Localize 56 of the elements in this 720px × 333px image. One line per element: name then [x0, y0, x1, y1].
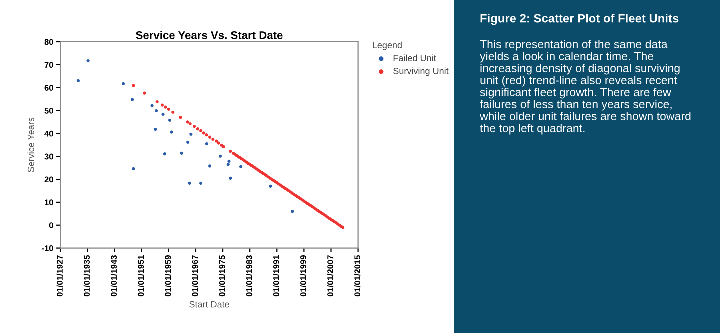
x-tick-label: 01/01/1935 — [84, 255, 90, 297]
y-axis-title: Service Years — [28, 118, 34, 172]
x-tick-label: 01/01/1983 — [246, 256, 252, 297]
y-tick-label: 60 — [44, 85, 54, 91]
point — [228, 160, 231, 163]
point — [269, 184, 272, 188]
y-tick-label: -10 — [42, 246, 54, 252]
x-axis-title: Start Date — [190, 301, 230, 308]
y-tick-label: 30 — [44, 154, 54, 160]
point — [226, 163, 230, 166]
y-tick-label: 50 — [44, 108, 54, 114]
point — [190, 132, 193, 136]
text: This representation of the same data yields a look in calendar time. The increasing density of diagonal surviving unit (red) trend-line also reveals recent significant fleet growth. There are few failures of less than ten years service, while older unit failures are shown toward the top left quadrant. — [480, 40, 691, 135]
x-tick-label: 01/01/1943 — [110, 256, 118, 297]
point — [180, 152, 184, 155]
point — [229, 176, 232, 180]
point — [205, 142, 209, 146]
x-tick-label: 01/01/1951 — [138, 255, 144, 297]
point — [218, 154, 222, 158]
x-tick-label: 01/01/1967 — [192, 256, 198, 297]
legend-title: Legend — [373, 42, 402, 50]
point — [86, 59, 90, 63]
legend-label: Surviving Unit — [394, 68, 449, 76]
chart-title: Service Years Vs. Start Date — [136, 31, 283, 40]
y-tick-label: 0 — [49, 222, 54, 228]
y-tick-label: 80 — [44, 39, 54, 46]
point — [154, 109, 158, 113]
y-tick-label: 20 — [44, 176, 54, 183]
point — [291, 210, 294, 214]
x-tick-label: 01/01/2007 — [327, 256, 334, 297]
x-tick-label: 01/01/1927 — [56, 256, 64, 297]
point — [163, 152, 167, 156]
point — [132, 167, 136, 171]
point — [188, 182, 192, 185]
point — [168, 118, 172, 122]
y-tick-label: 40 — [44, 130, 54, 137]
point — [122, 82, 126, 86]
point — [240, 165, 243, 168]
x-tick-label: 01/01/1999 — [300, 256, 307, 297]
point — [154, 128, 158, 132]
point — [170, 130, 174, 134]
x-tick-label: 01/01/1991 — [273, 255, 280, 297]
caption: Figure 2: Scatter Plot of Fleet Units — [480, 14, 679, 26]
point — [186, 140, 190, 144]
point — [131, 98, 134, 102]
point — [150, 104, 154, 108]
point — [199, 182, 203, 185]
point — [162, 112, 165, 116]
x-tick-label: 01/01/2015 — [354, 255, 361, 297]
y-tick-label: 70 — [44, 62, 54, 68]
x-tick-label: 01/01/1959 — [165, 256, 172, 297]
legend-label: Failed Unit — [394, 54, 436, 62]
y-tick-label: 10 — [45, 200, 54, 206]
x-tick-label: 01/01/1975 — [219, 255, 226, 297]
point — [208, 164, 212, 168]
point — [76, 79, 80, 83]
